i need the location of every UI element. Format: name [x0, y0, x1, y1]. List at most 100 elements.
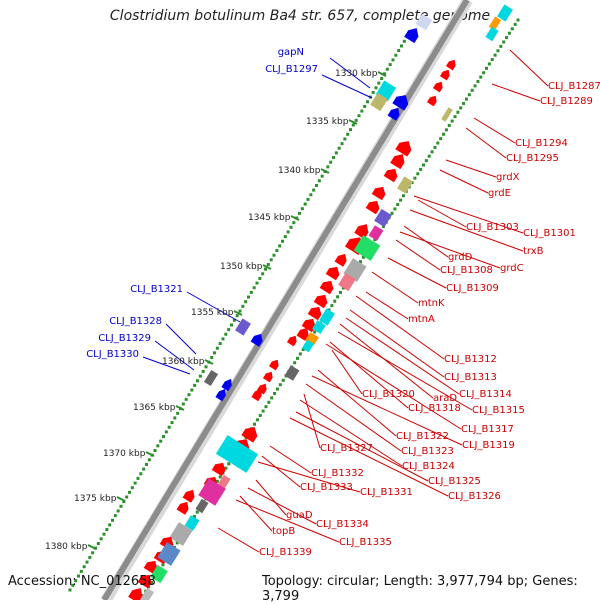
scale-tick-label: 1355 kbp: [191, 308, 234, 318]
track-dot: [125, 495, 129, 499]
track-dot: [232, 318, 236, 322]
track-dot: [273, 391, 277, 395]
track-dot: [507, 31, 511, 35]
track-dot: [424, 159, 428, 163]
gene-feature: [198, 478, 226, 506]
track-dot: [306, 197, 310, 201]
track-dot: [108, 523, 112, 527]
track-dot: [170, 421, 174, 425]
track-dot: [388, 63, 392, 67]
track-dot: [224, 332, 228, 336]
label-leader-line: [299, 399, 403, 467]
gene-label: CLJ_B1314: [459, 389, 512, 400]
label-leader-line: [417, 199, 467, 228]
scale-tick-mark: [145, 451, 155, 457]
track-dot: [264, 267, 267, 271]
label-leader-lines: [142, 49, 549, 553]
track-dot: [313, 330, 317, 334]
track-dot: [363, 104, 367, 108]
scale-tick-mark: [290, 215, 300, 221]
track-dot: [133, 481, 137, 485]
track-dot: [139, 472, 143, 476]
scale-tick-mark: [175, 405, 185, 411]
track-dot: [227, 328, 231, 332]
gene-feature: [195, 498, 209, 514]
scale-tick-mark: [87, 544, 97, 550]
gene-arrow: [404, 28, 419, 44]
track-dot: [292, 221, 296, 225]
gene-label: grdD: [448, 252, 473, 263]
track-dot: [267, 400, 271, 404]
track-dot: [433, 145, 437, 149]
label-leader-line: [445, 159, 497, 178]
gene-arrow: [256, 383, 267, 395]
label-leader-line: [413, 195, 524, 234]
gene-arrow: [371, 186, 386, 201]
label-leader-line: [339, 323, 434, 399]
track-dot: [317, 179, 321, 183]
gene-feature: [374, 208, 392, 228]
gene-feature: [301, 339, 315, 353]
gene-label: CLJ_B1334: [316, 519, 369, 530]
track-dot: [361, 255, 365, 259]
gene-label: CLJ_B1320: [362, 389, 415, 400]
label-leader-line: [165, 323, 197, 355]
gene-arrow: [390, 154, 405, 170]
gene-label: grdX: [496, 172, 520, 183]
scale-tick-label: 1380 kbp: [45, 542, 88, 552]
track-dot: [275, 249, 279, 253]
gene-arrow: [432, 81, 443, 93]
gene-arrow: [286, 335, 297, 347]
scale-tick-mark: [262, 264, 272, 270]
track-dot: [111, 518, 114, 522]
label-leader-line: [465, 127, 507, 159]
label-leader-line: [355, 295, 445, 360]
gene-label: mtnK: [418, 298, 445, 309]
track-dot: [400, 44, 403, 48]
gene-arrow: [268, 359, 279, 371]
label-leader-line: [186, 291, 241, 323]
track-dot: [346, 132, 350, 136]
track-dot: [264, 405, 268, 409]
label-leader-line: [325, 343, 462, 430]
track-dot: [162, 435, 165, 439]
track-dot: [218, 475, 222, 479]
gene-arrow: [387, 107, 400, 121]
track-dot: [337, 146, 341, 150]
gene-label: CLJ_B1339: [259, 547, 312, 558]
label-leader-line: [289, 417, 449, 497]
gene-arrow: [262, 371, 273, 383]
track-dot: [201, 369, 205, 373]
track-dot: [419, 167, 423, 171]
track-dot: [198, 374, 202, 378]
track-dot: [332, 156, 335, 160]
track-dot: [241, 304, 245, 308]
gene-features: [128, 4, 513, 600]
gene-feature: [353, 235, 381, 261]
track-dot: [278, 244, 282, 248]
track-dot: [430, 150, 434, 154]
track-dot: [397, 49, 401, 53]
track-dot: [453, 115, 457, 119]
track-dot: [315, 183, 318, 187]
label-leader-line: [491, 83, 541, 102]
track-dot: [161, 563, 165, 567]
label-leader-line: [305, 383, 402, 452]
track-dot: [329, 160, 333, 164]
track-dot: [393, 207, 397, 211]
track-dot: [215, 346, 219, 350]
map-title: Clostridium botulinum Ba4 str. 657, comp…: [109, 8, 491, 24]
label-leader-line: [317, 369, 397, 437]
track-dot: [275, 387, 279, 391]
gene-feature: [157, 542, 181, 566]
track-dot: [105, 528, 109, 532]
track-dot: [341, 286, 345, 290]
gene-feature: [319, 308, 335, 326]
gene-feature: [139, 587, 155, 600]
track-dot: [467, 93, 471, 97]
track-dot: [343, 137, 347, 141]
track-dot: [164, 430, 168, 434]
track-dot: [459, 106, 463, 110]
track-dot: [68, 588, 72, 592]
track-dot: [444, 128, 448, 132]
